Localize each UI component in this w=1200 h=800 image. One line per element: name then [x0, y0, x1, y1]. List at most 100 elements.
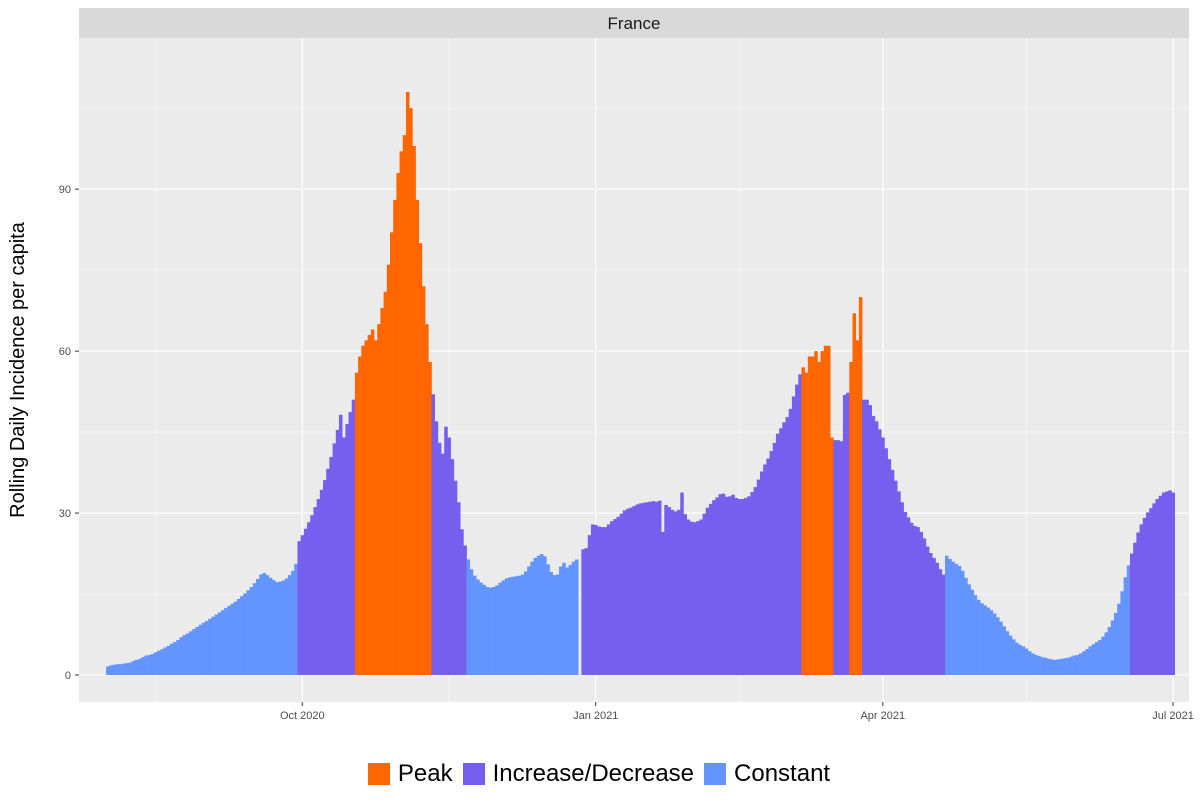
x-tick-label: Oct 2020 — [280, 710, 325, 722]
facet-title: France — [608, 14, 661, 33]
bar-constant — [271, 580, 276, 676]
legend-swatch — [704, 763, 727, 785]
bar-increase-decrease — [648, 501, 652, 676]
bar-increase-decrease — [616, 516, 620, 676]
bar-peak — [367, 334, 372, 676]
bar-constant — [294, 563, 298, 676]
bar-constant — [173, 642, 177, 676]
bar-constant — [1037, 656, 1042, 675]
bar-increase-decrease — [345, 423, 349, 675]
bar-constant — [1056, 659, 1061, 676]
bar-peak — [852, 313, 857, 676]
bar-constant — [504, 578, 509, 676]
bar-increase-decrease — [310, 515, 314, 676]
bar-increase-decrease — [316, 499, 321, 676]
y-axis: 0 30 60 90 — [59, 184, 79, 682]
bar-increase-decrease — [581, 549, 585, 676]
bar-constant — [523, 571, 528, 676]
bar-constant — [150, 653, 155, 675]
bar-constant — [268, 577, 273, 676]
bar-constant — [201, 622, 206, 675]
bar-peak — [374, 340, 378, 676]
bar-increase-decrease — [699, 519, 703, 675]
bar-constant — [488, 587, 493, 675]
bar-constant — [479, 582, 483, 676]
bar-constant — [568, 564, 573, 676]
bar-increase-decrease — [1158, 495, 1163, 676]
bar-increase-decrease — [916, 527, 920, 676]
bar-increase-decrease — [1142, 517, 1147, 676]
bar-constant — [960, 570, 965, 676]
bar-increase-decrease — [839, 441, 844, 676]
x-axis: Oct 2020 Jan 2021 Apr 2021 Jul 2021 — [280, 702, 1194, 722]
bar-peak — [421, 286, 426, 676]
bar-constant — [211, 616, 215, 676]
bar-constant — [182, 635, 187, 676]
bar-constant — [1088, 646, 1093, 676]
bar-increase-decrease — [626, 508, 630, 676]
bar-constant — [287, 575, 292, 676]
bar-increase-decrease — [734, 497, 739, 676]
bar-peak — [354, 372, 359, 676]
bar-peak — [402, 135, 407, 676]
bar-increase-decrease — [731, 494, 735, 676]
bar-increase-decrease — [587, 535, 592, 676]
bar-constant — [198, 624, 203, 675]
bar-constant — [284, 578, 289, 676]
bar-constant — [1015, 642, 1019, 676]
bar-increase-decrease — [645, 502, 649, 676]
bar-increase-decrease — [348, 412, 353, 676]
bar-peak — [418, 243, 423, 676]
bar-increase-decrease — [932, 557, 936, 675]
bar-constant — [1024, 648, 1029, 676]
bar-constant — [1085, 649, 1089, 676]
bar-peak — [399, 151, 404, 676]
bar-peak — [389, 232, 394, 676]
bar-peak — [830, 437, 834, 676]
bar-constant — [514, 576, 518, 676]
bar-constant — [1002, 626, 1006, 676]
bar-constant — [278, 581, 282, 676]
bar-increase-decrease — [635, 504, 640, 676]
bar-increase-decrease — [897, 491, 901, 675]
bar-increase-decrease — [447, 437, 451, 676]
bar-increase-decrease — [785, 416, 790, 676]
bar-increase-decrease — [919, 531, 924, 676]
bar-increase-decrease — [319, 489, 324, 675]
bar-constant — [134, 659, 139, 676]
bar-constant — [115, 664, 120, 676]
bar-peak — [817, 361, 821, 676]
bar-peak — [358, 356, 362, 675]
bar-increase-decrease — [657, 500, 662, 676]
bar-constant — [1069, 656, 1073, 675]
bar-constant — [131, 660, 136, 676]
bar-constant — [265, 575, 270, 676]
bar-increase-decrease — [456, 502, 461, 676]
bar-constant — [1126, 565, 1131, 676]
bar-constant — [281, 580, 286, 676]
bar-constant — [980, 603, 984, 676]
bar-constant — [147, 655, 152, 675]
bar-increase-decrease — [683, 514, 687, 676]
bar-peak — [823, 345, 828, 676]
bar-increase-decrease — [871, 415, 876, 676]
bar-increase-decrease — [909, 522, 914, 675]
bar-constant — [220, 610, 225, 676]
bar-constant — [106, 666, 110, 676]
bar-constant — [1120, 591, 1124, 675]
bars-group — [106, 91, 1175, 676]
bar-constant — [214, 614, 219, 676]
bar-constant — [169, 643, 174, 676]
bar-constant — [1082, 651, 1086, 676]
bar-constant — [291, 570, 295, 676]
bar-constant — [144, 655, 148, 675]
bar-increase-decrease — [1129, 553, 1134, 675]
bar-increase-decrease — [705, 507, 710, 676]
bar-peak — [409, 108, 413, 676]
bar-peak — [380, 307, 384, 676]
y-tick-label: 60 — [59, 346, 71, 358]
bar-constant — [472, 575, 477, 676]
bar-increase-decrease — [737, 499, 742, 676]
bar-constant — [1047, 658, 1051, 676]
bar-increase-decrease — [772, 442, 777, 676]
